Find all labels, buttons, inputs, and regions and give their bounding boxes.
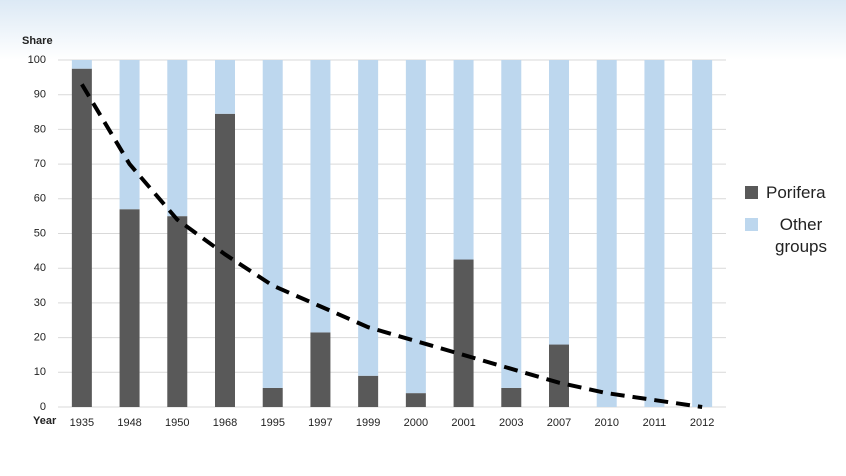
x-tick-label: 2012 (690, 417, 714, 429)
legend-label: Other groups (775, 215, 827, 256)
x-tick-label: 2010 (594, 417, 618, 429)
bar-segment (549, 344, 569, 407)
bar-segment (549, 60, 569, 345)
x-tick-label: 1935 (70, 417, 94, 429)
bar-segment (310, 60, 331, 333)
y-tick-label: 70 (34, 158, 46, 170)
bar-segment (644, 60, 665, 407)
x-axis-label: Year (33, 415, 57, 427)
y-tick-label: 20 (34, 332, 46, 344)
y-axis-label: Share (22, 35, 53, 47)
y-tick-label: 10 (34, 366, 46, 378)
bar-segment (596, 60, 617, 407)
x-tick-label: 1948 (117, 417, 141, 429)
y-tick-label: 50 (34, 227, 46, 239)
bar-segment (405, 60, 426, 394)
bar-segment (358, 60, 379, 376)
x-tick-label: 2011 (643, 417, 667, 429)
bar-segment (501, 387, 522, 407)
trend-line (80, 83, 703, 409)
y-tick-label: 100 (28, 54, 46, 66)
bar-segment (310, 332, 331, 407)
bar-segment (215, 113, 235, 407)
x-tick-label: 1950 (165, 417, 189, 429)
bar-segment (453, 60, 474, 260)
y-tick-label: 60 (34, 193, 46, 205)
bar-segment (119, 60, 140, 210)
bar-segment (167, 216, 188, 407)
y-tick-label: 30 (34, 297, 46, 309)
bar-segment (119, 209, 140, 407)
x-tick-label: 2007 (547, 417, 571, 429)
y-tick-label: 80 (34, 123, 46, 135)
x-tick-label: 1997 (308, 417, 332, 429)
y-tick-label: 0 (40, 401, 46, 413)
bar-segment (358, 375, 379, 407)
legend: Porifera Other groups (745, 182, 845, 268)
bar-segment (453, 259, 474, 407)
y-tick-label: 40 (34, 262, 46, 274)
x-tick-label: 2003 (499, 417, 523, 429)
legend-item: Porifera (745, 182, 845, 204)
legend-label: Porifera (766, 183, 826, 202)
legend-swatch (745, 218, 758, 231)
y-tick-label: 90 (34, 89, 46, 101)
bar-segment (692, 60, 713, 407)
x-tick-label: 1968 (213, 417, 237, 429)
bar-segment (215, 60, 235, 114)
x-tick-label: 1999 (356, 417, 380, 429)
bar-segment (71, 68, 92, 408)
x-tick-label: 2001 (451, 417, 475, 429)
bar-segment (71, 60, 92, 69)
bar-segment (167, 60, 188, 217)
bar-segment (262, 60, 283, 388)
bar-segment (501, 60, 522, 388)
bar-segment (262, 387, 283, 407)
bar-segment (405, 393, 426, 407)
x-tick-label: 2000 (404, 417, 428, 429)
x-tick-label: 1995 (260, 417, 284, 429)
legend-swatch (745, 186, 758, 199)
legend-item: Other groups (745, 214, 845, 258)
